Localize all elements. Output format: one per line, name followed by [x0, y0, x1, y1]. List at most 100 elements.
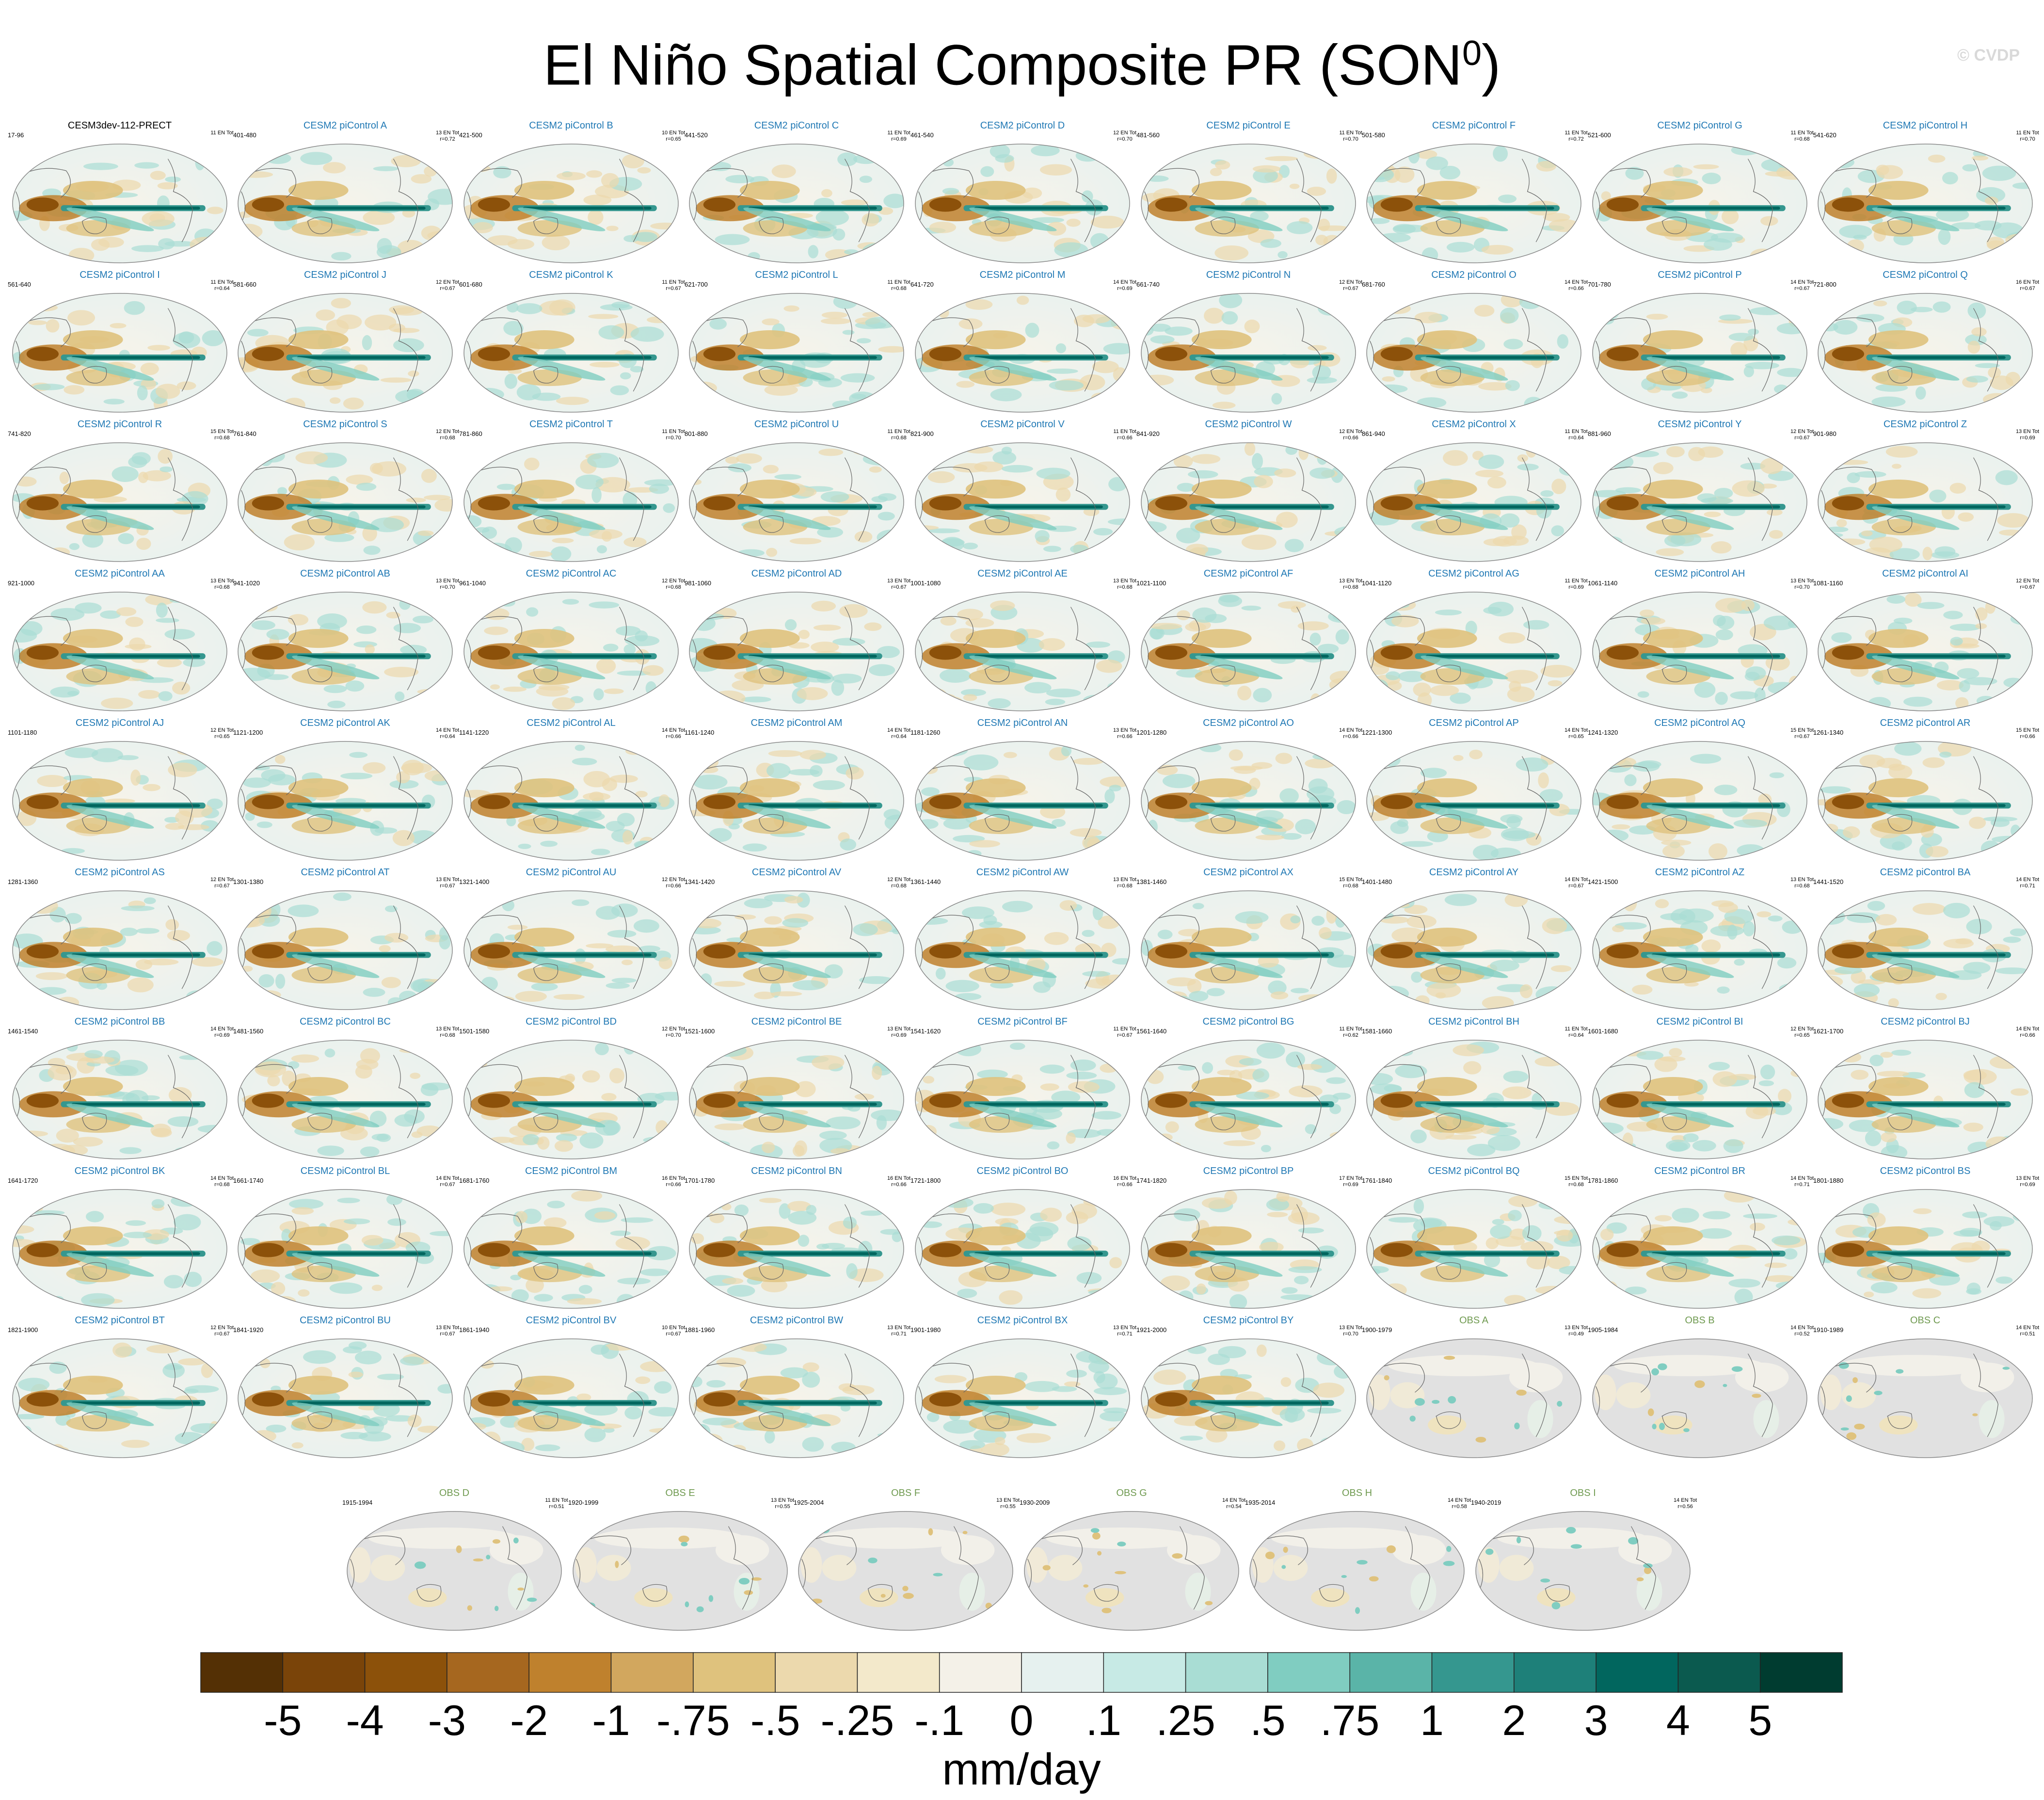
map-border	[1141, 293, 1356, 413]
map-anomaly-blob	[362, 601, 387, 614]
map-anomaly-blob	[147, 345, 170, 351]
map-dry-anomaly-north	[1191, 778, 1252, 798]
map-anomaly-blob	[1156, 765, 1178, 775]
map-anomaly-blob	[346, 474, 373, 485]
map-land-data	[594, 1527, 745, 1549]
map-anomaly-blob	[1637, 691, 1649, 698]
panel-title: CESM2 piControl U	[754, 419, 839, 430]
map-anomaly-blob	[158, 449, 173, 464]
map-anomaly-blob	[1086, 641, 1110, 648]
map-wet-spcz	[743, 506, 831, 530]
map-anomaly-blob	[125, 1220, 146, 1226]
map-wet-spcz	[292, 1402, 380, 1426]
map-anomaly-blob	[1474, 305, 1495, 317]
panel-years: 681-760	[1362, 281, 1385, 288]
map-coastline-americas	[619, 1055, 644, 1139]
map-anomaly-blob	[1564, 1047, 1581, 1054]
map-anomaly-blob	[1289, 1085, 1323, 1098]
map-anomaly-blob	[610, 385, 629, 396]
map-anomaly-blob	[260, 449, 285, 463]
map-anomaly-blob	[1503, 1071, 1529, 1083]
map-anomaly-blob	[851, 394, 867, 399]
map-coastline-americas	[1973, 1353, 1998, 1437]
panel-years: 861-940	[1362, 430, 1385, 437]
map-anomaly-blob	[156, 602, 168, 618]
map-anomaly-blob	[1728, 333, 1754, 341]
map-wet-band-core	[523, 207, 652, 210]
map-anomaly-blob	[915, 525, 939, 530]
map-wet-band-core	[974, 207, 1103, 210]
map-dry-anomaly-north	[739, 479, 800, 499]
map-coastline-asia	[700, 466, 748, 497]
map-anomaly-blob	[1490, 960, 1519, 972]
map-anomaly-blob	[399, 598, 411, 610]
panel-pattern-correlation: r=0.70	[1343, 136, 1358, 142]
map-anomaly-blob	[1307, 187, 1326, 196]
map-coastline-asia	[474, 1064, 522, 1094]
map-anomaly-blob	[1636, 1051, 1664, 1060]
colorbar-swatch	[1267, 1652, 1350, 1693]
map-anomaly-blob	[630, 366, 644, 372]
map-anomaly-blob	[1625, 167, 1644, 180]
map-land-data	[1499, 1555, 1534, 1581]
map-dry-anomaly-north	[514, 1226, 575, 1246]
map-anomaly-blob	[104, 798, 135, 804]
map-border	[1141, 1040, 1356, 1159]
panel-en-count: 14 EN Tot	[887, 727, 910, 733]
map-anomaly-blob	[1002, 465, 1033, 473]
map-dry-anomaly-north	[514, 330, 575, 350]
map-anomaly-blob	[860, 1210, 883, 1216]
panel-title: CESM2 piControl BS	[1880, 1166, 1971, 1176]
map-coastline-australia	[1436, 963, 1461, 981]
map-anomaly-blob	[788, 769, 819, 776]
map-anomaly-blob	[1717, 615, 1735, 630]
map-anomaly-blob	[284, 534, 315, 550]
panel-title: CESM2 piControl BO	[977, 1166, 1069, 1176]
panel-title: CESM2 piControl AO	[1203, 718, 1294, 728]
map-anomaly-blob	[513, 1537, 519, 1543]
map-anomaly-blob	[1934, 546, 1956, 557]
map-anomaly-blob	[1936, 208, 1969, 222]
map-anomaly-blob	[238, 146, 251, 155]
map-anomaly-blob	[1093, 1371, 1105, 1383]
map-anomaly-blob	[1381, 754, 1401, 767]
map-land-data	[1527, 1400, 1553, 1438]
map-anomaly-blob	[1265, 1551, 1275, 1559]
map-anomaly-blob	[33, 384, 65, 390]
panel-title: CESM2 piControl AU	[526, 867, 617, 878]
map-anomaly-blob	[123, 1232, 152, 1238]
map-anomaly-blob	[1601, 191, 1611, 201]
panel-years: 1421-1500	[1588, 878, 1618, 885]
map-wet-band-core	[1200, 505, 1329, 509]
map-wet-spcz	[743, 1104, 831, 1127]
map-coastline-americas	[167, 457, 193, 541]
map-wet-spcz	[1646, 656, 1734, 679]
panel-en-count: 13 EN Tot	[887, 1325, 910, 1331]
map-dry-anomaly-core	[1606, 496, 1639, 511]
map-coastline-asia	[583, 1535, 631, 1565]
map-anomaly-blob	[636, 1146, 654, 1153]
map-anomaly-blob	[1385, 303, 1411, 314]
map-border	[1592, 741, 1807, 861]
panel-title: CESM2 piControl AT	[301, 867, 389, 878]
map-anomaly-blob	[1100, 1411, 1128, 1422]
map-anomaly-blob	[1912, 903, 1946, 915]
map-dry-anomaly-core	[929, 944, 962, 959]
map-anomaly-blob	[410, 1073, 421, 1079]
map-anomaly-blob	[1478, 382, 1512, 391]
map-anomaly-blob	[539, 300, 573, 316]
map-coastline-australia	[307, 1411, 333, 1429]
map-anomaly-blob	[158, 691, 173, 701]
map-anomaly-blob	[658, 794, 670, 807]
panel-years: 1910-1989	[1813, 1326, 1843, 1334]
map-anomaly-blob	[811, 600, 836, 612]
map-anomaly-blob	[593, 688, 604, 701]
map-anomaly-blob	[421, 754, 439, 763]
map-anomaly-blob	[1305, 1124, 1317, 1134]
panel-title: CESM2 piControl W	[1205, 419, 1292, 430]
map-anomaly-blob	[1311, 848, 1322, 854]
panel-years: 1681-1760	[459, 1177, 489, 1184]
map-anomaly-blob	[588, 209, 604, 225]
